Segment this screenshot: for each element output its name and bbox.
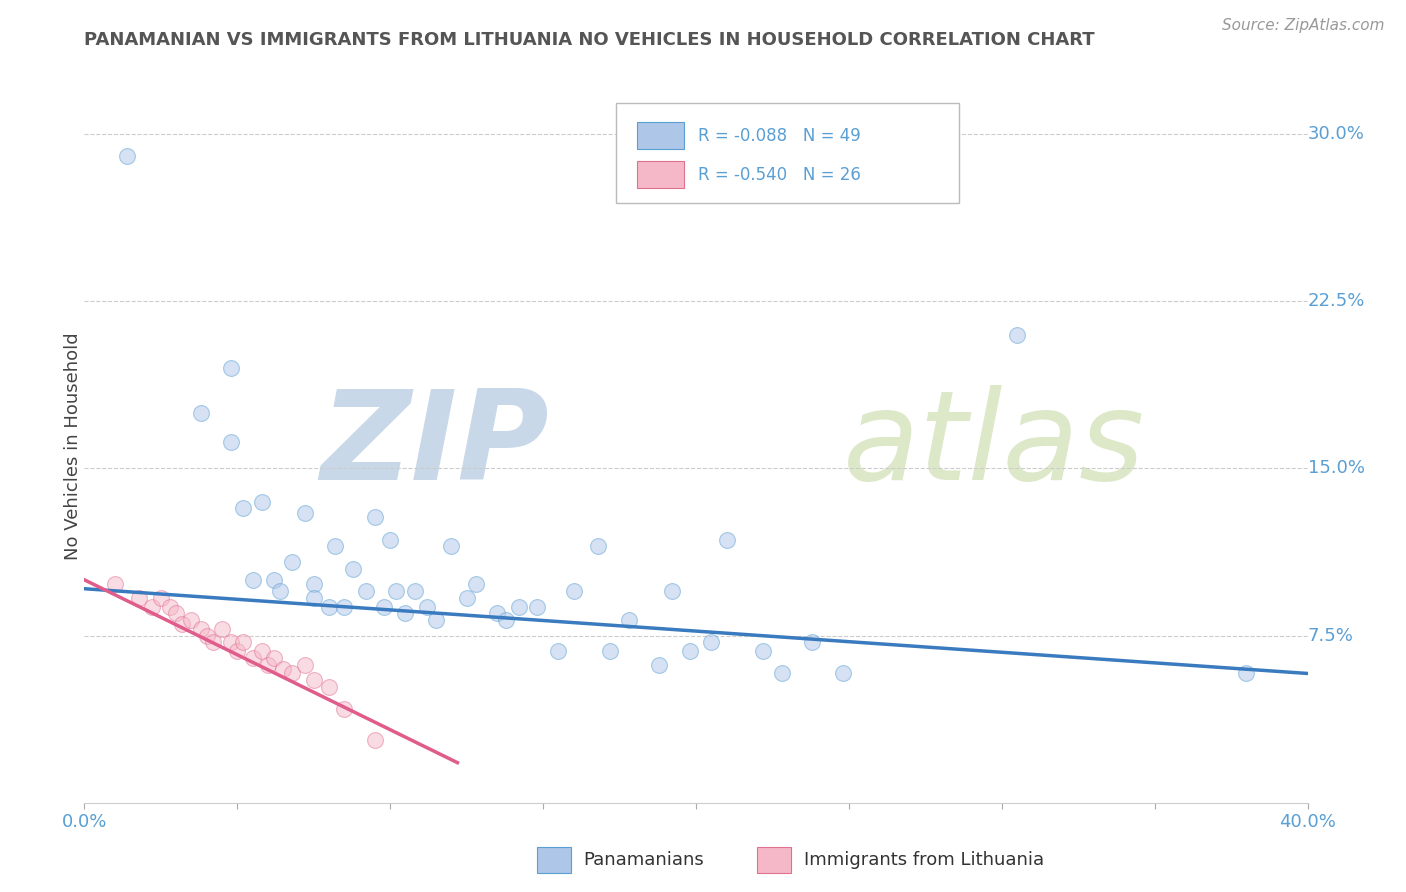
Point xyxy=(219,635,242,649)
Text: R = -0.088   N = 49: R = -0.088 N = 49 xyxy=(699,127,860,145)
Point xyxy=(172,617,194,632)
Point xyxy=(364,733,387,747)
Point xyxy=(219,434,242,449)
Point xyxy=(269,583,291,598)
Point xyxy=(464,577,486,591)
Text: 7.5%: 7.5% xyxy=(1308,626,1354,645)
Text: ZIP: ZIP xyxy=(321,385,550,507)
Point xyxy=(141,599,163,614)
Text: atlas: atlas xyxy=(842,385,1144,507)
Point xyxy=(294,506,316,520)
FancyBboxPatch shape xyxy=(537,847,571,872)
Point xyxy=(257,657,280,672)
Point xyxy=(380,533,402,547)
Point xyxy=(440,539,463,553)
Point xyxy=(128,591,150,605)
FancyBboxPatch shape xyxy=(616,103,959,203)
Point xyxy=(250,494,273,508)
Y-axis label: No Vehicles in Household: No Vehicles in Household xyxy=(65,332,82,560)
Point xyxy=(250,644,273,658)
Point xyxy=(302,577,325,591)
Point xyxy=(263,651,285,665)
Text: R = -0.540   N = 26: R = -0.540 N = 26 xyxy=(699,166,862,184)
Point xyxy=(318,680,340,694)
Point xyxy=(617,613,640,627)
FancyBboxPatch shape xyxy=(637,122,683,149)
Point xyxy=(599,644,621,658)
Point xyxy=(302,591,325,605)
Point xyxy=(271,662,294,676)
Point xyxy=(211,622,233,636)
Text: PANAMANIAN VS IMMIGRANTS FROM LITHUANIA NO VEHICLES IN HOUSEHOLD CORRELATION CHA: PANAMANIAN VS IMMIGRANTS FROM LITHUANIA … xyxy=(84,31,1095,49)
FancyBboxPatch shape xyxy=(637,161,683,188)
Point xyxy=(661,583,683,598)
Point xyxy=(562,583,585,598)
Point xyxy=(648,657,671,672)
Point xyxy=(232,635,254,649)
Point xyxy=(364,510,387,524)
Point xyxy=(373,599,395,614)
Point xyxy=(242,573,264,587)
Text: Source: ZipAtlas.com: Source: ZipAtlas.com xyxy=(1222,18,1385,33)
Point xyxy=(232,501,254,516)
Point xyxy=(385,583,408,598)
Point xyxy=(226,644,249,658)
Point xyxy=(195,628,218,642)
Text: 22.5%: 22.5% xyxy=(1308,292,1365,310)
Point xyxy=(547,644,569,658)
Point xyxy=(752,644,775,658)
Point xyxy=(404,583,426,598)
Point xyxy=(281,666,304,681)
Point xyxy=(354,583,377,598)
Text: Panamanians: Panamanians xyxy=(583,851,704,869)
Point xyxy=(770,666,793,681)
FancyBboxPatch shape xyxy=(758,847,792,872)
Point xyxy=(394,607,416,621)
Point xyxy=(831,666,853,681)
Point xyxy=(263,573,285,587)
Point xyxy=(342,562,364,576)
Point xyxy=(425,613,447,627)
Point xyxy=(333,599,356,614)
Point xyxy=(104,577,127,591)
Text: 30.0%: 30.0% xyxy=(1308,125,1364,143)
Point xyxy=(508,599,530,614)
Point xyxy=(456,591,478,605)
Point xyxy=(700,635,723,649)
Point xyxy=(190,405,212,420)
Point xyxy=(486,607,509,621)
Point xyxy=(318,599,340,614)
Point xyxy=(159,599,181,614)
Point xyxy=(281,555,304,569)
Point xyxy=(801,635,824,649)
Point xyxy=(115,149,138,163)
Point xyxy=(416,599,439,614)
Point xyxy=(180,613,202,627)
Text: 15.0%: 15.0% xyxy=(1308,459,1365,477)
Point xyxy=(294,657,316,672)
Point xyxy=(190,622,212,636)
Point xyxy=(333,702,356,716)
Point xyxy=(302,673,325,687)
Point xyxy=(1234,666,1257,681)
Text: Immigrants from Lithuania: Immigrants from Lithuania xyxy=(804,851,1043,869)
Point xyxy=(149,591,172,605)
Point xyxy=(165,607,187,621)
Point xyxy=(716,533,738,547)
Point xyxy=(526,599,548,614)
Point xyxy=(201,635,224,649)
Point xyxy=(242,651,264,665)
Point xyxy=(1005,327,1028,342)
Point xyxy=(679,644,702,658)
Point xyxy=(495,613,517,627)
Point xyxy=(323,539,346,553)
Point xyxy=(586,539,609,553)
Point xyxy=(219,360,242,375)
